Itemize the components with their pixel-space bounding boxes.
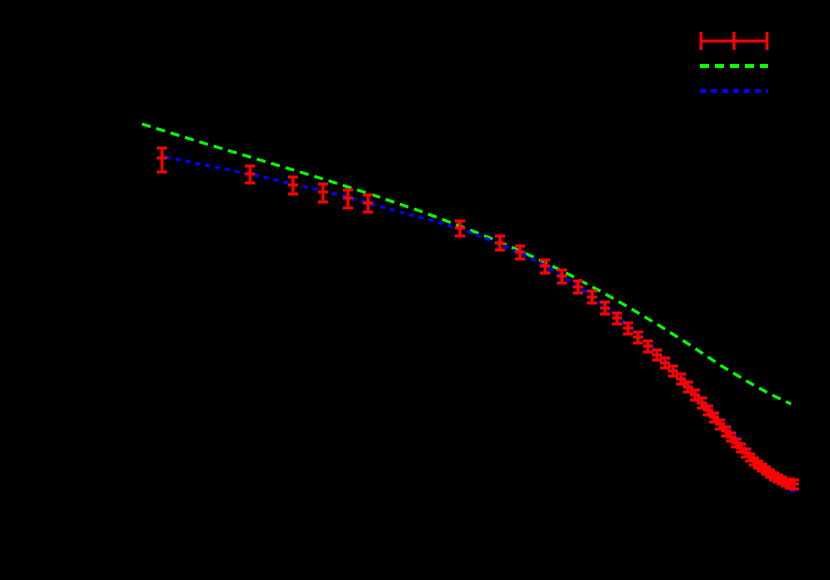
series-path	[141, 122, 792, 406]
legend-label-analytical-convergence: Analitycal Effective Convergence Power S…	[220, 55, 690, 77]
series-analytical-convergence	[141, 122, 792, 406]
legend-entry-numerical-convergence: Numerical Effective Convergence Power Sp…	[0, 28, 769, 54]
legend-sample-dashed	[700, 64, 768, 68]
series-numerical-convergence	[157, 146, 799, 491]
legend-entry-numerical-shear: Numerical Shear Power Spectrum	[0, 78, 768, 104]
legend-entry-analytical-convergence: Analitycal Effective Convergence Power S…	[0, 53, 768, 79]
series-numerical-shear	[165, 155, 795, 494]
legend-sample-dotted	[700, 89, 768, 93]
series-path	[165, 155, 795, 494]
legend-label-numerical-shear: Numerical Shear Power Spectrum	[374, 80, 690, 102]
legend: Numerical Effective Convergence Power Sp…	[0, 28, 830, 116]
legend-sample-errorbar	[699, 32, 769, 50]
legend-label-numerical-convergence: Numerical Effective Convergence Power Sp…	[217, 30, 690, 52]
